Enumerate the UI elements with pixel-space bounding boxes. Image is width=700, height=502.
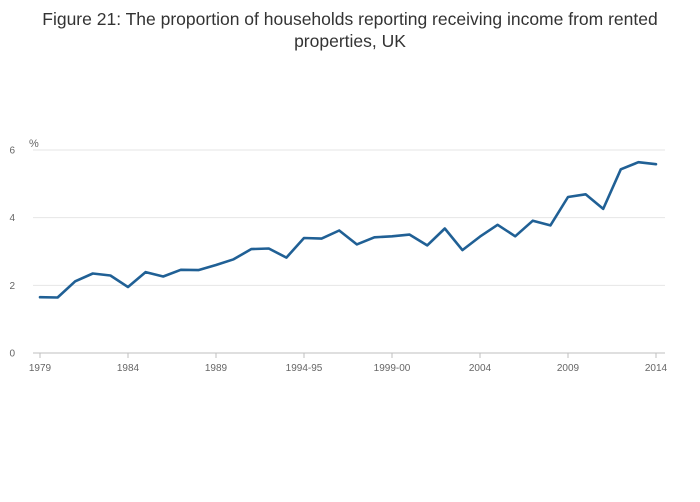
data-point[interactable] xyxy=(298,232,310,244)
data-point[interactable] xyxy=(140,266,152,278)
data-point[interactable] xyxy=(650,158,662,170)
data-point[interactable] xyxy=(492,219,504,231)
gridlines xyxy=(33,149,665,286)
y-tick-label: 2 xyxy=(9,281,15,292)
axes xyxy=(33,352,665,358)
data-point[interactable] xyxy=(562,191,574,203)
tick-labels: 0 2 4 6% 1979 1984 1989 1994-95 1999-00 2004 2009 2… xyxy=(9,138,667,374)
data-point[interactable] xyxy=(509,230,521,242)
data-point[interactable] xyxy=(456,244,468,256)
data-point[interactable] xyxy=(104,270,116,282)
x-tick-label: 2009 xyxy=(557,363,580,374)
data-point[interactable] xyxy=(368,231,380,243)
data-point[interactable] xyxy=(316,233,328,245)
data-point[interactable] xyxy=(421,239,433,251)
data-point[interactable] xyxy=(527,215,539,227)
data-point[interactable] xyxy=(122,281,134,293)
data-point[interactable] xyxy=(210,259,222,271)
data-point[interactable] xyxy=(615,163,627,175)
x-tick-label: 1984 xyxy=(117,363,140,374)
y-tick-label: 0 xyxy=(9,349,15,360)
series-layer xyxy=(34,156,662,304)
data-point[interactable] xyxy=(263,242,275,254)
data-point[interactable] xyxy=(245,243,257,255)
data-point[interactable] xyxy=(580,188,592,200)
data-point[interactable] xyxy=(69,275,81,287)
y-tick-label: 4 xyxy=(9,213,15,224)
data-point[interactable] xyxy=(333,225,345,237)
x-tick-label: 2014 xyxy=(645,363,668,374)
data-point[interactable] xyxy=(404,229,416,241)
y-tick-label: 6 xyxy=(9,146,15,157)
data-point[interactable] xyxy=(597,203,609,215)
data-point[interactable] xyxy=(228,253,240,265)
data-point[interactable] xyxy=(544,219,556,231)
x-tick-label: 1989 xyxy=(205,363,228,374)
chart-title: Figure 21: The proportion of households … xyxy=(42,9,658,51)
x-tick-label: 2004 xyxy=(469,363,492,374)
data-point[interactable] xyxy=(175,264,187,276)
data-point[interactable] xyxy=(280,252,292,264)
x-tick-label: 1979 xyxy=(29,363,52,374)
data-point[interactable] xyxy=(34,291,46,303)
data-point[interactable] xyxy=(351,238,363,250)
data-point[interactable] xyxy=(632,156,644,168)
data-point[interactable] xyxy=(87,267,99,279)
data-point[interactable] xyxy=(474,231,486,243)
data-point[interactable] xyxy=(52,292,64,304)
data-point[interactable] xyxy=(386,230,398,242)
x-tick-label: 1999-00 xyxy=(374,363,411,374)
data-point[interactable] xyxy=(439,222,451,234)
series-line xyxy=(38,160,658,299)
data-point[interactable] xyxy=(192,264,204,276)
x-tick-label: 1994-95 xyxy=(286,363,323,374)
y-axis-unit-label: % xyxy=(29,138,39,150)
data-point[interactable] xyxy=(157,271,169,283)
